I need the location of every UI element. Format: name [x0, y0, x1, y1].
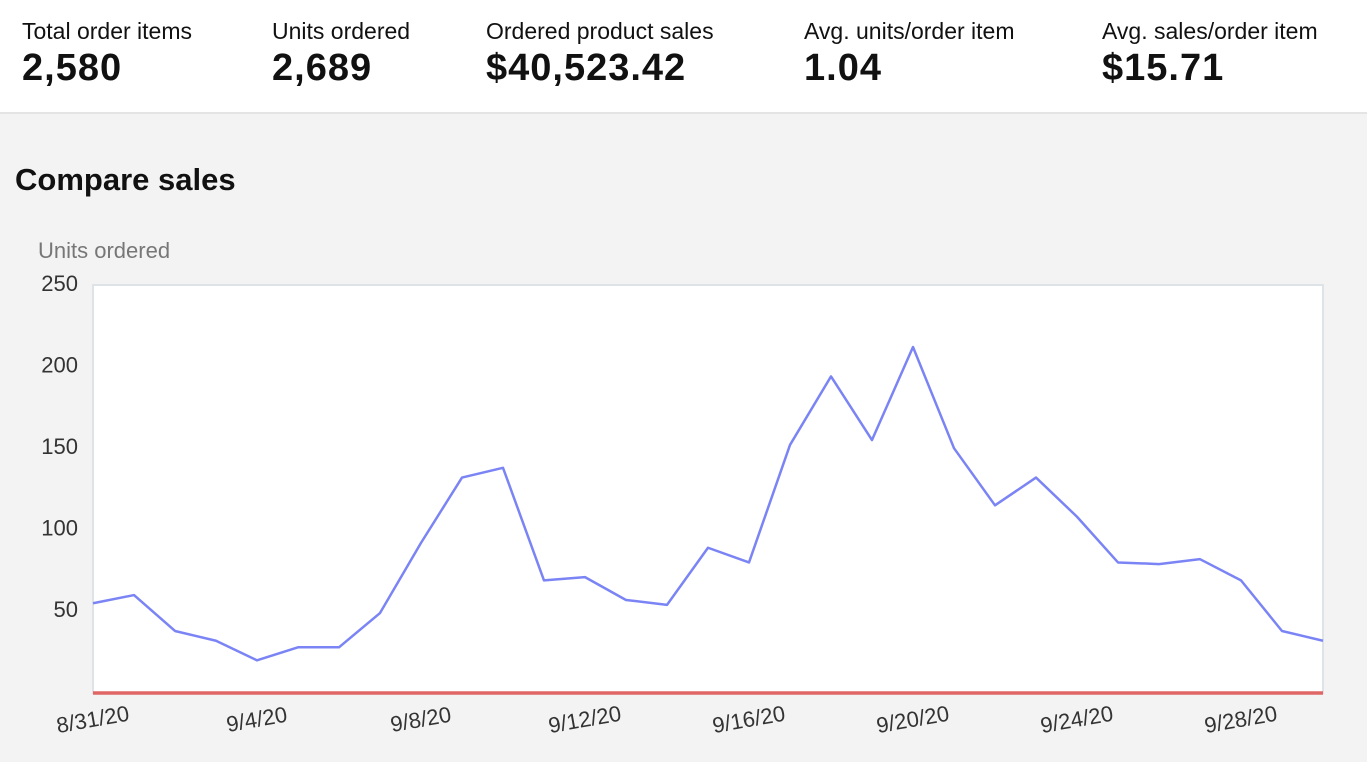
- plot-area: [92, 284, 1324, 694]
- x-tick-label: 9/16/20: [710, 701, 787, 738]
- y-tick-label: 250: [41, 271, 78, 296]
- metric: Avg. sales/order item $15.71: [1102, 18, 1318, 90]
- y-axis-title: Units ordered: [38, 238, 170, 263]
- x-tick-label: 9/20/20: [874, 701, 951, 738]
- y-tick-label: 200: [41, 352, 78, 377]
- metric-value: 2,580: [22, 47, 123, 89]
- metric: Total order items 2,580: [22, 18, 192, 90]
- metric: Units ordered 2,689: [272, 18, 410, 90]
- metric-value: $40,523.42: [486, 47, 687, 89]
- x-tick-label: 9/28/20: [1202, 701, 1279, 738]
- metric-value: 1.04: [804, 47, 882, 89]
- metric-label: Ordered product sales: [486, 18, 714, 44]
- metric-label: Units ordered: [272, 18, 411, 44]
- x-tick-label: 9/4/20: [224, 702, 289, 737]
- y-tick-label: 50: [54, 597, 78, 622]
- metrics-bar: Total order items 2,580 Units ordered 2,689…: [0, 0, 1367, 114]
- x-tick-label: 9/24/20: [1038, 701, 1115, 738]
- metric: Avg. units/order item 1.04: [804, 18, 1015, 90]
- metric-value: 2,689: [272, 47, 373, 89]
- metric-label: Avg. units/order item: [804, 18, 1015, 44]
- metric-value: $15.71: [1102, 47, 1225, 89]
- metric-label: Total order items: [22, 18, 193, 44]
- x-tick-label: 8/31/20: [54, 701, 131, 738]
- x-tick-label: 9/8/20: [388, 702, 453, 737]
- metric: Ordered product sales $40,523.42: [486, 18, 714, 90]
- y-tick-label: 150: [41, 434, 78, 459]
- metric-label: Avg. sales/order item: [1102, 18, 1318, 44]
- y-tick-label: 100: [41, 516, 78, 541]
- section-title: Compare sales: [15, 162, 236, 197]
- x-tick-label: 9/12/20: [546, 701, 623, 738]
- line: [92, 345, 1324, 662]
